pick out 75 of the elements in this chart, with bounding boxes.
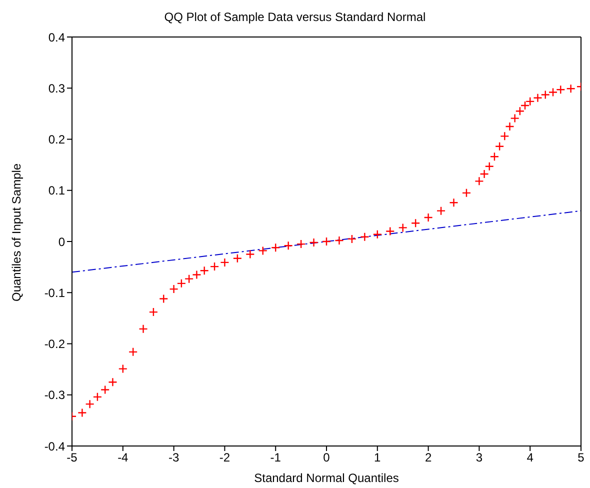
point	[386, 226, 395, 236]
y-tick-label: 0.4	[48, 30, 66, 44]
point	[232, 254, 242, 263]
point	[540, 90, 550, 100]
point	[246, 250, 255, 259]
point	[398, 223, 408, 232]
x-tick-label: -4	[118, 450, 129, 465]
point	[347, 234, 357, 244]
y-tick-label: 0.3	[48, 81, 66, 96]
y-tick-label: 0	[58, 234, 66, 249]
point	[566, 84, 576, 94]
y-tick-label: -0.2	[44, 337, 66, 352]
y-tick-label: -0.3	[44, 388, 66, 402]
point	[92, 392, 102, 402]
x-axis-title: Standard Normal Quantiles	[254, 471, 399, 485]
point	[515, 106, 525, 116]
y-tick-label: 0.1	[48, 184, 66, 198]
point	[548, 88, 558, 97]
point	[192, 270, 202, 280]
point	[436, 206, 446, 216]
point	[169, 284, 178, 294]
y-axis-title: Quantiles of Input Sample	[9, 163, 24, 302]
point	[556, 85, 566, 94]
point	[494, 142, 504, 152]
point	[533, 93, 542, 102]
point	[220, 258, 230, 268]
y-tick-label: -0.4	[44, 439, 66, 454]
point	[510, 114, 520, 123]
point	[372, 230, 382, 239]
point	[118, 364, 128, 374]
point	[128, 347, 138, 357]
point	[490, 152, 500, 162]
point	[108, 377, 118, 387]
x-tick-label: 5	[578, 450, 585, 465]
point	[100, 385, 110, 394]
point	[526, 96, 535, 106]
point	[78, 408, 87, 418]
point	[360, 232, 370, 242]
x-tick-label: 1	[374, 450, 382, 465]
point	[138, 324, 148, 334]
x-tick-label: 4	[526, 450, 534, 465]
point	[484, 162, 494, 171]
x-tick-label: 0	[323, 450, 330, 465]
point	[334, 236, 344, 246]
point	[505, 122, 514, 132]
x-tick-label: -3	[168, 450, 180, 465]
point	[176, 278, 186, 288]
point	[200, 266, 209, 276]
y-tick-label: -0.1	[44, 286, 66, 300]
point	[148, 307, 158, 317]
point	[296, 239, 306, 249]
point	[284, 240, 293, 250]
point	[184, 274, 194, 284]
point	[462, 188, 472, 198]
point	[480, 169, 489, 179]
x-tick-label: -5	[66, 450, 78, 465]
point	[500, 132, 510, 141]
y-tick-label: 0.2	[48, 132, 66, 147]
x-tick-label: 2	[424, 450, 432, 465]
point	[309, 238, 318, 248]
x-tick-label: -1	[270, 450, 282, 465]
chart-title: QQ Plot of Sample Data versus Standard Normal	[163, 9, 427, 26]
point	[85, 399, 94, 409]
point	[474, 176, 484, 186]
point	[322, 236, 332, 246]
point	[258, 246, 268, 256]
point	[210, 262, 220, 272]
point	[424, 212, 433, 222]
point	[520, 100, 530, 110]
point	[449, 198, 458, 208]
x-tick-label: 3	[476, 450, 483, 465]
point	[271, 243, 280, 252]
point	[159, 294, 168, 304]
point	[410, 218, 420, 228]
x-tick-label: -2	[219, 450, 230, 465]
